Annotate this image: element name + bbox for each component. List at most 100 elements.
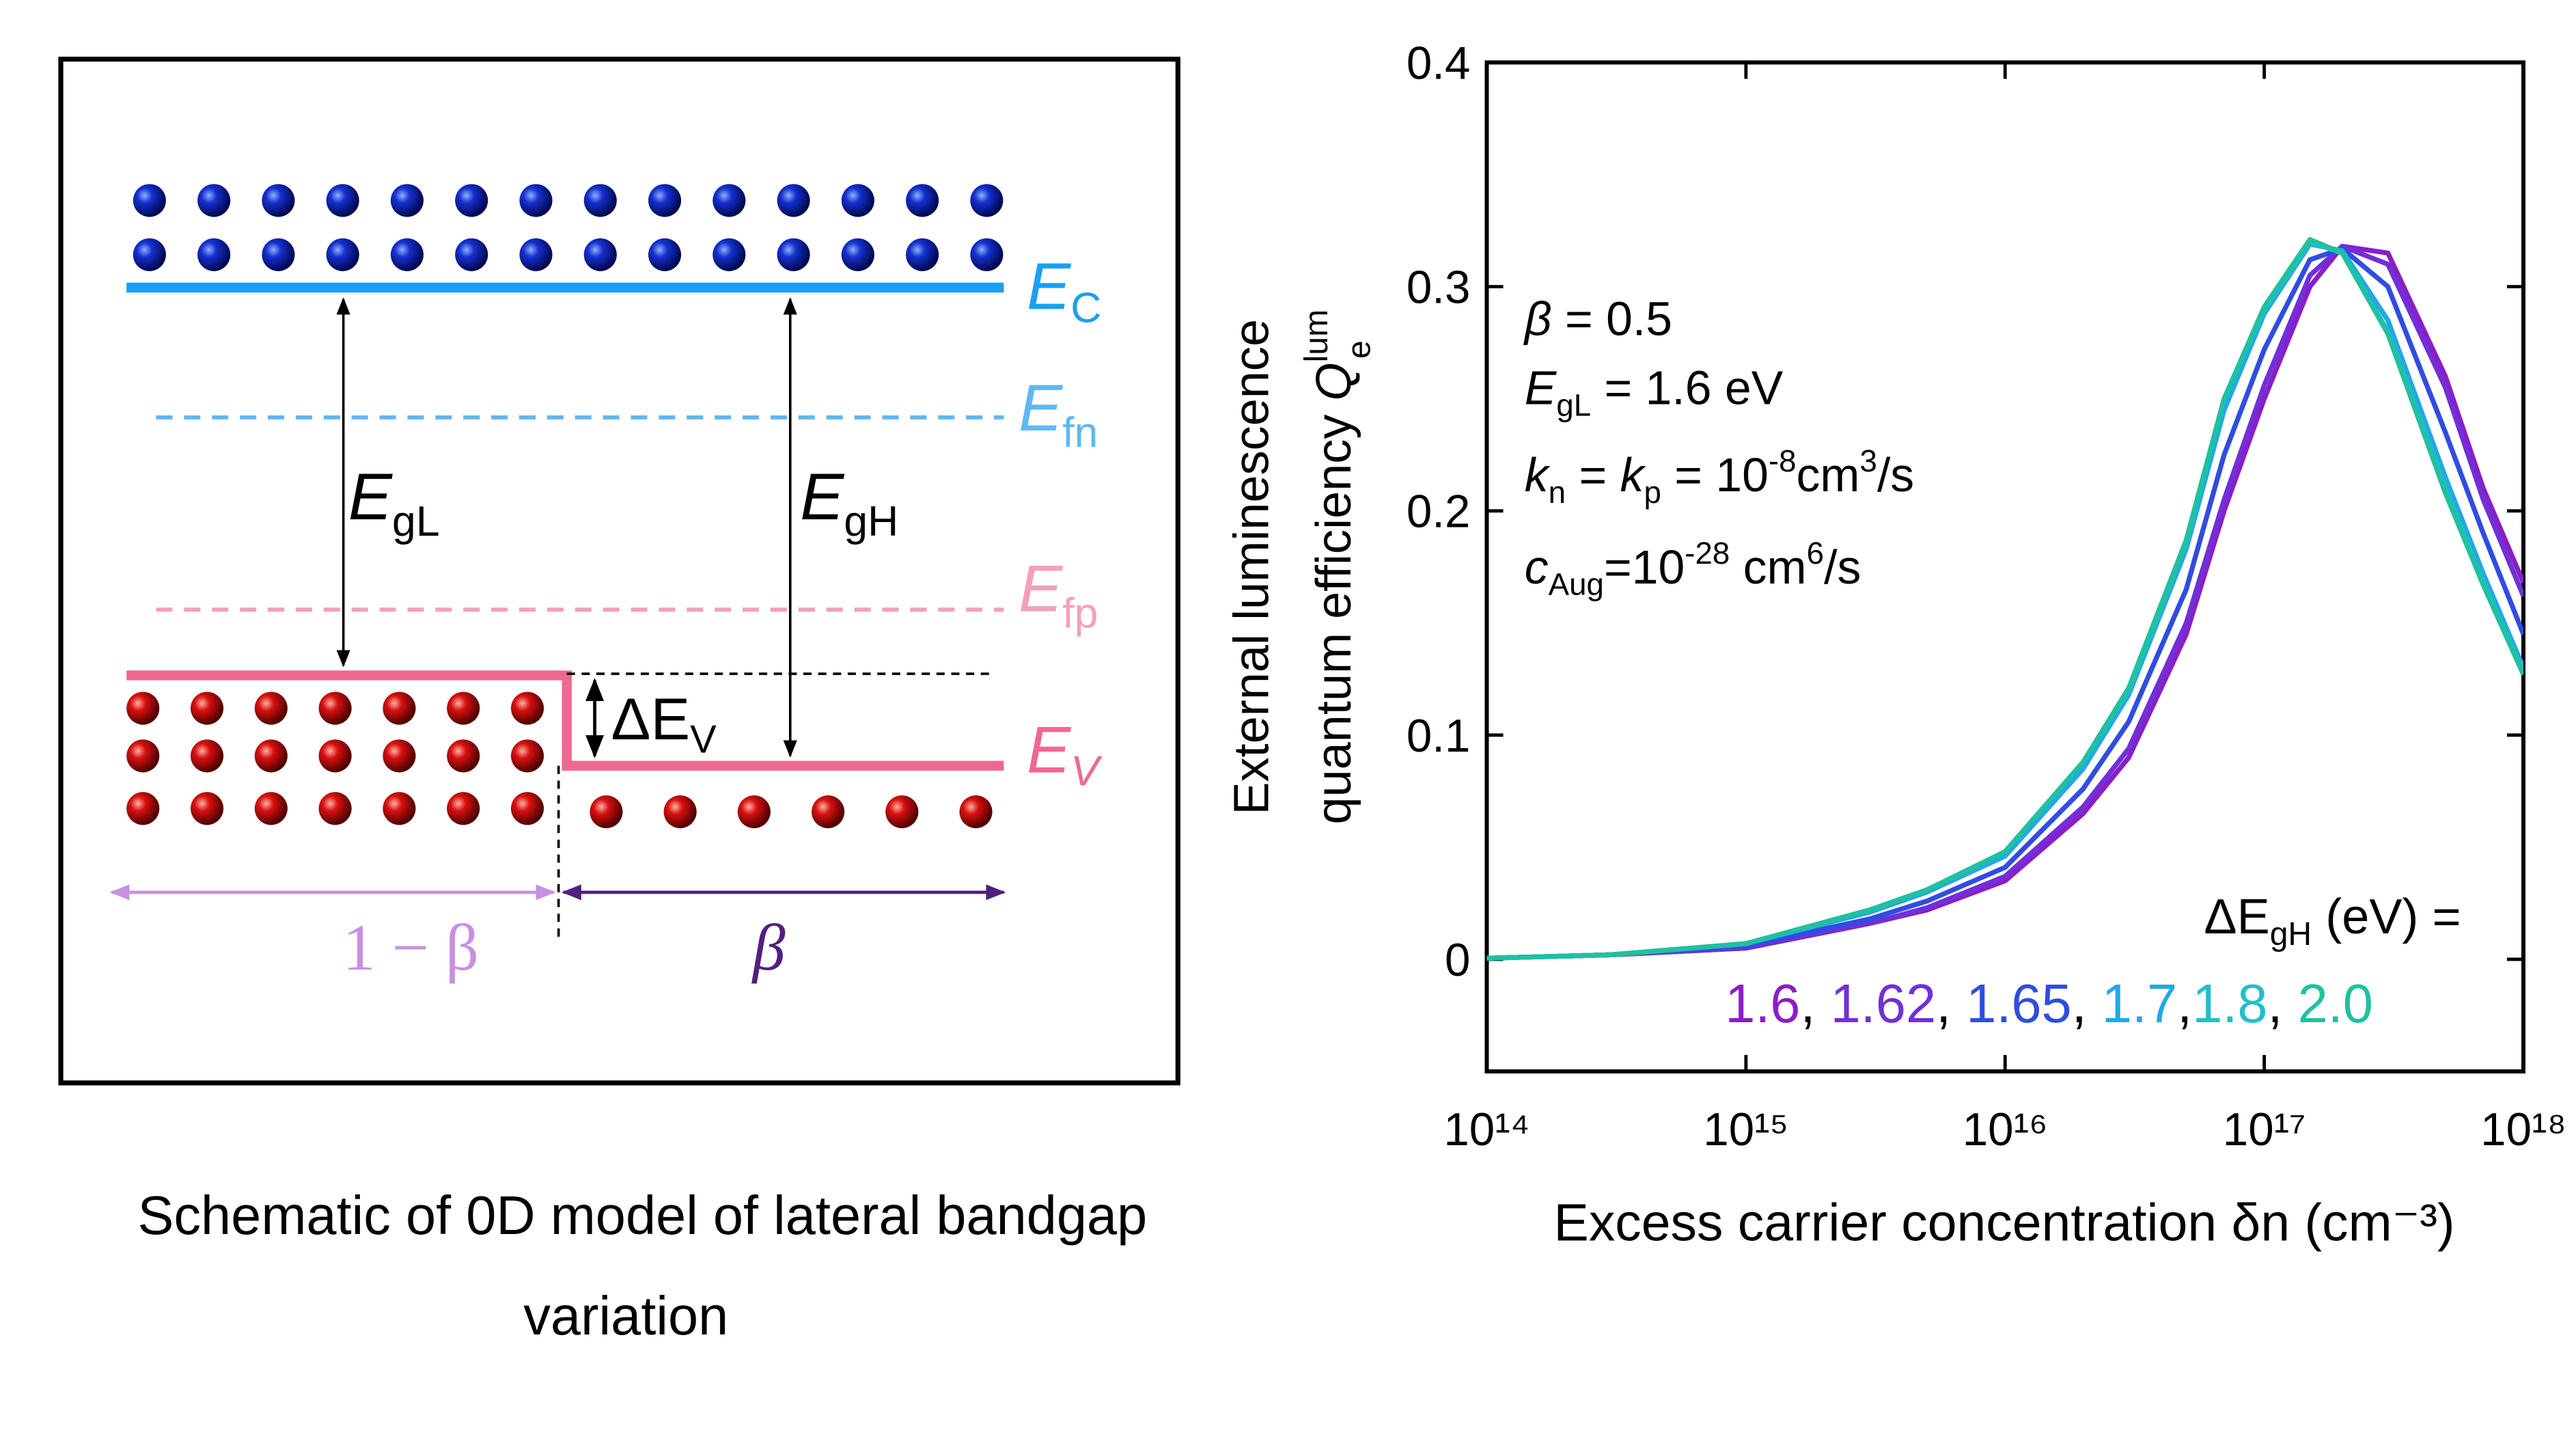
electron bbox=[712, 184, 746, 217]
electron bbox=[262, 238, 295, 271]
t: = 0.5 bbox=[1552, 292, 1672, 346]
t: C bbox=[1070, 284, 1101, 331]
electron bbox=[777, 238, 810, 271]
electron bbox=[197, 184, 231, 217]
electron bbox=[841, 184, 874, 217]
t: gL bbox=[392, 497, 440, 545]
schematic-frame bbox=[58, 56, 1180, 1086]
t: 3 bbox=[1860, 443, 1877, 478]
hole bbox=[191, 691, 224, 725]
electron bbox=[326, 184, 359, 217]
legend-entry: 1.8 bbox=[2192, 973, 2267, 1034]
hole bbox=[447, 739, 480, 773]
hole bbox=[812, 795, 845, 829]
left-fraction: 1 − β bbox=[343, 911, 479, 984]
t: lum bbox=[1298, 310, 1335, 362]
caption: variation bbox=[523, 1285, 728, 1346]
t: = 1.6 eV bbox=[1591, 361, 1784, 415]
x-tick-label: 10¹⁷ bbox=[2223, 1104, 2306, 1155]
t: V bbox=[690, 717, 717, 761]
t: k bbox=[1525, 448, 1551, 502]
y-tick-label: 0.1 bbox=[1407, 711, 1471, 762]
x-tick-label: 10¹⁵ bbox=[1703, 1104, 1788, 1155]
annotation: cAug=10-28 cm6/s bbox=[1525, 536, 1861, 602]
t: cm bbox=[1797, 448, 1860, 502]
hole bbox=[254, 691, 288, 725]
electron bbox=[970, 238, 1003, 271]
legend-separator: , bbox=[1801, 973, 1831, 1034]
annotation: β = 0.5 bbox=[1523, 292, 1672, 346]
hole bbox=[383, 691, 416, 725]
t: E bbox=[1525, 361, 1557, 415]
electron bbox=[326, 238, 359, 271]
chart: External luminescence quantum efficiency… bbox=[1225, 38, 2566, 1252]
legend-separator: , bbox=[2072, 973, 2102, 1034]
t: e bbox=[1341, 340, 1378, 359]
hole bbox=[126, 739, 160, 773]
legend-entry: 2.0 bbox=[2298, 973, 2373, 1034]
legend-entry: 1.62 bbox=[1831, 973, 1936, 1034]
x-tick-label: 10¹⁶ bbox=[1963, 1104, 2048, 1155]
t: β bbox=[1523, 292, 1552, 346]
t: =10 bbox=[1604, 540, 1685, 594]
hole bbox=[126, 691, 160, 725]
hole bbox=[590, 795, 623, 829]
x-axis-label: Excess carrier concentration δn (cm⁻³) bbox=[1554, 1194, 2455, 1252]
t: E bbox=[800, 461, 845, 534]
electron bbox=[390, 238, 424, 271]
y-tick-label: 0.2 bbox=[1407, 487, 1471, 538]
electron bbox=[197, 238, 231, 271]
series-line bbox=[1486, 243, 2524, 961]
t: p bbox=[1644, 475, 1661, 510]
electron bbox=[583, 238, 617, 271]
hole bbox=[383, 792, 416, 825]
caption: Schematic of 0D model of lateral bandgap bbox=[137, 1185, 1147, 1246]
valence-band bbox=[126, 670, 1004, 771]
hole bbox=[318, 792, 352, 825]
electron bbox=[519, 184, 553, 217]
t: /s bbox=[1877, 448, 1914, 502]
t: -8 bbox=[1769, 443, 1797, 478]
electron bbox=[970, 184, 1003, 217]
t: k bbox=[1620, 448, 1646, 502]
annotation: EgL = 1.6 eV bbox=[1525, 361, 1784, 423]
legend-separator: , bbox=[2177, 973, 2192, 1034]
y-axis-label: External luminescence bbox=[1225, 319, 1279, 815]
electron bbox=[262, 184, 295, 217]
legend: 1.6, 1.62, 1.65, 1.7,1.8, 2.0 bbox=[1725, 973, 2373, 1034]
legend-entry: 1.7 bbox=[2102, 973, 2177, 1034]
t: fp bbox=[1062, 590, 1098, 638]
hole bbox=[959, 795, 993, 829]
t: gH bbox=[844, 497, 898, 545]
t: (eV) = bbox=[2312, 890, 2461, 944]
t: -28 bbox=[1685, 536, 1730, 571]
egh-label: EgH bbox=[800, 461, 898, 545]
t: ΔE bbox=[611, 687, 691, 752]
hole bbox=[510, 739, 544, 773]
annotation: kn = kp = 10-8cm3/s bbox=[1525, 443, 1914, 510]
t: ΔE bbox=[2204, 890, 2269, 944]
ev-label: EV bbox=[1027, 713, 1103, 795]
y-tick-label: 0.3 bbox=[1407, 262, 1471, 314]
efp-label: Efp bbox=[1019, 553, 1098, 638]
t: = bbox=[1566, 448, 1620, 502]
hole bbox=[447, 792, 480, 825]
ec-label: EC bbox=[1027, 250, 1101, 331]
hole bbox=[510, 792, 544, 825]
electron bbox=[133, 238, 166, 271]
t: E bbox=[1019, 372, 1064, 445]
right-fraction: β bbox=[751, 911, 786, 984]
legend-entry: 1.6 bbox=[1725, 973, 1800, 1034]
hole bbox=[737, 795, 771, 829]
hole bbox=[191, 739, 224, 773]
hole bbox=[254, 792, 288, 825]
y-tick-label: 0.4 bbox=[1407, 38, 1471, 89]
electron bbox=[777, 184, 810, 217]
hole bbox=[383, 739, 416, 773]
x-tick-label: 10¹⁸ bbox=[2480, 1104, 2566, 1155]
electron bbox=[648, 238, 682, 271]
hole bbox=[318, 691, 352, 725]
hole bbox=[663, 795, 697, 829]
x-tick-label: 10¹⁴ bbox=[1443, 1104, 1529, 1155]
